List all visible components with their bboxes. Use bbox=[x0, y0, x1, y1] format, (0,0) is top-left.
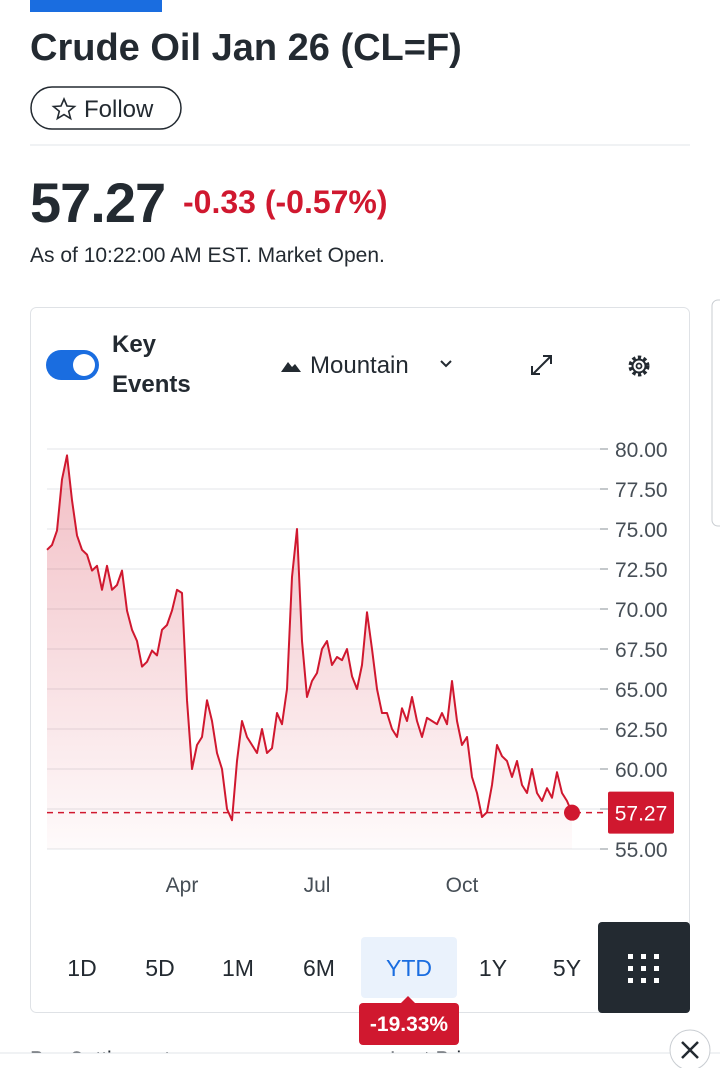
range-label: 1Y bbox=[479, 955, 507, 981]
y-tick-label: 75.00 bbox=[615, 519, 668, 542]
range-change-badge: -19.33% bbox=[359, 996, 459, 1045]
area-fill bbox=[47, 455, 572, 849]
follow-outline bbox=[30, 86, 182, 130]
badge-bg bbox=[359, 1003, 459, 1045]
gear-hole bbox=[635, 362, 643, 370]
star-icon bbox=[51, 96, 77, 121]
x-tick-label: Apr bbox=[166, 874, 199, 897]
expand-icon bbox=[531, 355, 552, 375]
tab-indicator bbox=[30, 0, 162, 12]
y-tick-label: 60.00 bbox=[615, 759, 668, 782]
mountain-icon bbox=[281, 362, 301, 372]
range-button[interactable]: YTD bbox=[361, 937, 457, 998]
chart-type-menu[interactable]: Mountain bbox=[281, 352, 452, 379]
follow-button[interactable]: Follow bbox=[30, 86, 182, 130]
range-button[interactable]: 1D bbox=[67, 955, 96, 981]
as-of: As of 10:22:00 AM EST. Market Open. bbox=[30, 244, 385, 267]
y-tick-label: 55.00 bbox=[615, 839, 668, 862]
side-card bbox=[711, 299, 720, 527]
close-icon bbox=[681, 1041, 699, 1059]
toggle-knob bbox=[73, 354, 95, 376]
range-label: 5Y bbox=[553, 955, 581, 981]
footer-cover bbox=[0, 1053, 720, 1068]
range-label: YTD bbox=[386, 955, 432, 981]
gear-body bbox=[631, 358, 647, 374]
last-price-dot bbox=[564, 804, 580, 821]
key-events-wrap: Key Events bbox=[112, 331, 191, 398]
last-price-tag bbox=[608, 791, 674, 834]
expand-button[interactable] bbox=[531, 355, 552, 375]
range-label: 5D bbox=[145, 955, 174, 981]
key-events-label: Key Events bbox=[112, 331, 191, 398]
title: Crude Oil Jan 26 (CL=F) bbox=[30, 27, 462, 69]
x-tick-label: Oct bbox=[446, 874, 479, 897]
y-tick-label: 65.00 bbox=[615, 679, 668, 702]
range-button[interactable]: 1Y bbox=[479, 955, 507, 981]
chart-type-label: Mountain bbox=[310, 352, 409, 379]
more-button[interactable] bbox=[598, 922, 690, 1013]
price-change: -0.33 (-0.57%) bbox=[183, 184, 388, 220]
settings-button[interactable] bbox=[628, 355, 650, 377]
y-tick-label: 80.00 bbox=[615, 439, 668, 462]
range-button[interactable]: 1M bbox=[222, 955, 254, 981]
y-tick-label: 77.50 bbox=[615, 479, 668, 502]
range-label: 1M bbox=[222, 955, 254, 981]
badge-label: -19.33% bbox=[370, 1013, 449, 1036]
range-button[interactable]: 6M bbox=[303, 955, 335, 981]
range-button[interactable]: 5Y bbox=[553, 955, 581, 981]
price-line bbox=[46, 454, 573, 822]
close-button[interactable] bbox=[669, 1029, 711, 1071]
range-label: 6M bbox=[303, 955, 335, 981]
range-label: 1D bbox=[67, 955, 96, 981]
y-tick-label: 67.50 bbox=[615, 639, 668, 662]
gear-teeth bbox=[628, 355, 650, 377]
price: 57.27 bbox=[30, 171, 165, 234]
key-events-toggle[interactable] bbox=[46, 350, 99, 380]
chevron bbox=[440, 360, 452, 368]
x-tick-label: Jul bbox=[304, 874, 331, 897]
grid-dots bbox=[628, 954, 659, 983]
range-selector: 1D 5D 1M 6M YTD 1Y 5Y bbox=[67, 937, 581, 998]
y-tick-label: 62.50 bbox=[615, 719, 668, 742]
range-selected-bg bbox=[361, 937, 457, 998]
follow-label: Follow bbox=[84, 96, 154, 123]
y-tick-label: 70.00 bbox=[615, 599, 668, 622]
last-price-label: 57.27 bbox=[615, 803, 668, 826]
plot: 55.0057.5060.0062.5065.0067.5070.0072.50… bbox=[46, 439, 674, 897]
badge-pointer bbox=[400, 996, 416, 1004]
range-button[interactable]: 5D bbox=[145, 955, 174, 981]
y-tick-label: 72.50 bbox=[615, 559, 668, 582]
